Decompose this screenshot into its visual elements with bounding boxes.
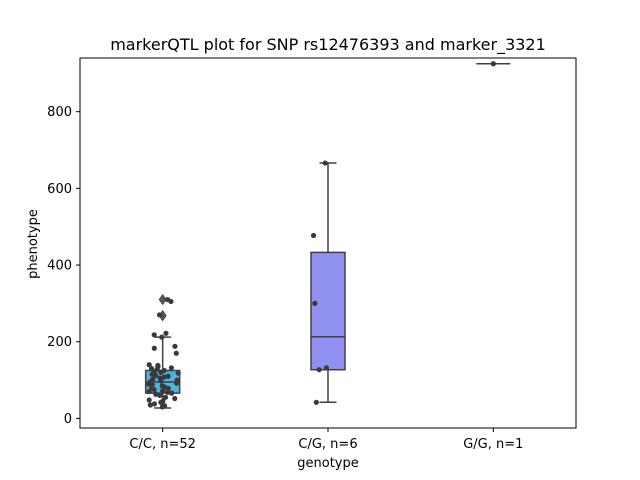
- data-point: [161, 374, 167, 380]
- data-point: [312, 300, 318, 306]
- data-point: [151, 332, 157, 338]
- y-tick-label: 800: [47, 105, 72, 120]
- x-axis: C/C, n=52 C/G, n=6 G/G, n=1: [129, 428, 523, 452]
- data-point: [316, 367, 322, 373]
- data-point: [150, 376, 156, 382]
- data-point: [160, 388, 166, 394]
- data-point: [157, 375, 163, 381]
- x-tick-label: C/G, n=6: [298, 437, 357, 452]
- data-point: [147, 402, 153, 408]
- data-point: [146, 388, 152, 395]
- data-point: [310, 232, 317, 239]
- outlier-marker: [158, 293, 167, 306]
- data-point: [151, 401, 158, 407]
- data-point: [146, 362, 152, 368]
- data-point: [157, 392, 163, 399]
- data-point: [163, 330, 169, 336]
- y-tick-label: 200: [47, 335, 72, 350]
- data-point: [148, 365, 155, 372]
- y-tick-label: 0: [64, 412, 72, 427]
- data-point: [173, 350, 179, 356]
- data-point: [156, 312, 163, 318]
- data-point: [313, 399, 319, 405]
- box: [310, 251, 346, 371]
- plot-area: [144, 61, 511, 410]
- box-group: [310, 162, 346, 404]
- x-tick-label: C/C, n=52: [129, 437, 195, 452]
- data-point: [160, 398, 166, 404]
- data-point: [172, 395, 178, 402]
- data-point: [159, 383, 165, 389]
- data-point: [153, 391, 159, 397]
- data-point: [169, 390, 175, 396]
- y-tick-label: 400: [47, 259, 72, 274]
- y-axis-label: phenotype: [26, 209, 41, 279]
- data-point: [175, 370, 181, 376]
- data-point: [323, 365, 330, 371]
- data-point: [155, 362, 161, 369]
- chart-title: markerQTL plot for SNP rs12476393 and ma…: [110, 35, 546, 55]
- data-point: [174, 377, 180, 383]
- data-point: [165, 373, 171, 379]
- data-point: [322, 160, 328, 166]
- data-point: [168, 365, 174, 371]
- data-point: [165, 389, 171, 395]
- data-point: [161, 367, 167, 374]
- data-point: [162, 394, 169, 400]
- y-axis: 0 200 400 600 800: [47, 105, 80, 427]
- y-tick-label: 600: [47, 182, 72, 197]
- data-point: [164, 296, 171, 303]
- data-point: [172, 343, 178, 349]
- x-tick-label: G/G, n=1: [463, 437, 523, 452]
- data-point: [162, 403, 168, 409]
- data-point: [146, 397, 152, 403]
- x-axis-label: genotype: [297, 456, 358, 471]
- data-point: [151, 345, 157, 351]
- data-point: [159, 334, 165, 340]
- data-point: [490, 61, 496, 67]
